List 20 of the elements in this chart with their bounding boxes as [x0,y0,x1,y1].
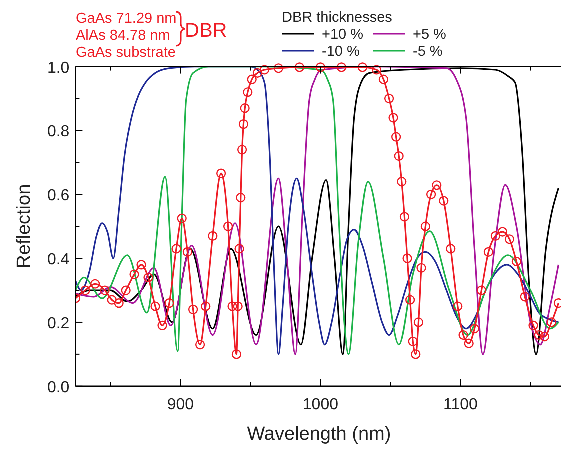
y-tick-label: 0.6 [47,188,70,205]
y-tick-label: 1.0 [47,60,70,77]
x-tick-label: 1100 [443,396,478,414]
text: 0.0 [47,379,70,396]
x-axis-title: Wavelength (nm) [247,424,392,445]
legend-title: DBR thicknesses [282,10,392,26]
text: DBR [185,20,228,42]
text: GaAs 71.29 nm [76,11,177,27]
legend-label: -10 % [322,44,360,60]
y-tick-label: 0.8 [47,124,70,141]
y-tick-label: 0.2 [47,315,70,332]
x-tick-label: 900 [167,396,194,414]
text: GaAs substrate [76,45,176,61]
legend-label: -5 % [413,44,443,60]
text: AlAs 84.78 nm [76,28,170,44]
legend-label: +10 % [322,27,364,43]
y-tick-label: 0.4 [47,252,70,269]
y-axis-title: Reflection [14,184,35,269]
legend-label: +5 % [413,27,447,43]
x-tick-label: 1000 [302,396,339,414]
